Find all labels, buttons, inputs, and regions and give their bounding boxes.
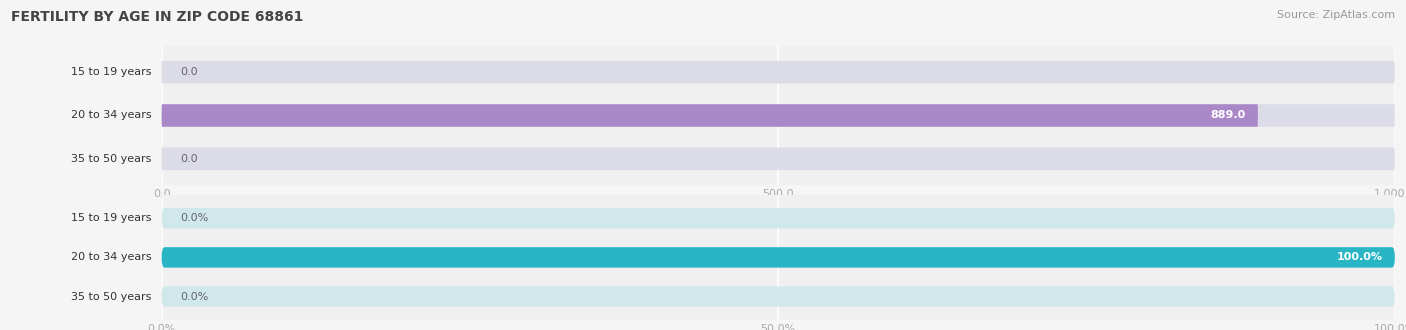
- Text: 35 to 50 years: 35 to 50 years: [72, 292, 152, 302]
- FancyBboxPatch shape: [162, 247, 1395, 268]
- FancyBboxPatch shape: [162, 148, 1395, 170]
- Text: 0.0%: 0.0%: [180, 292, 208, 302]
- Text: 20 to 34 years: 20 to 34 years: [72, 252, 152, 262]
- Text: 35 to 50 years: 35 to 50 years: [72, 154, 152, 164]
- FancyBboxPatch shape: [162, 104, 1395, 127]
- Text: 15 to 19 years: 15 to 19 years: [72, 67, 152, 77]
- Text: 0.0: 0.0: [180, 67, 198, 77]
- Text: 100.0%: 100.0%: [1337, 252, 1382, 262]
- Text: 20 to 34 years: 20 to 34 years: [72, 111, 152, 120]
- Text: FERTILITY BY AGE IN ZIP CODE 68861: FERTILITY BY AGE IN ZIP CODE 68861: [11, 10, 304, 24]
- Text: 0.0: 0.0: [180, 154, 198, 164]
- FancyBboxPatch shape: [162, 208, 1395, 228]
- Text: 0.0%: 0.0%: [180, 213, 208, 223]
- FancyBboxPatch shape: [162, 104, 1258, 127]
- Text: Source: ZipAtlas.com: Source: ZipAtlas.com: [1277, 10, 1395, 20]
- FancyBboxPatch shape: [162, 286, 1395, 307]
- FancyBboxPatch shape: [162, 247, 1395, 268]
- FancyBboxPatch shape: [162, 61, 1395, 83]
- Text: 15 to 19 years: 15 to 19 years: [72, 213, 152, 223]
- Text: 889.0: 889.0: [1211, 111, 1246, 120]
